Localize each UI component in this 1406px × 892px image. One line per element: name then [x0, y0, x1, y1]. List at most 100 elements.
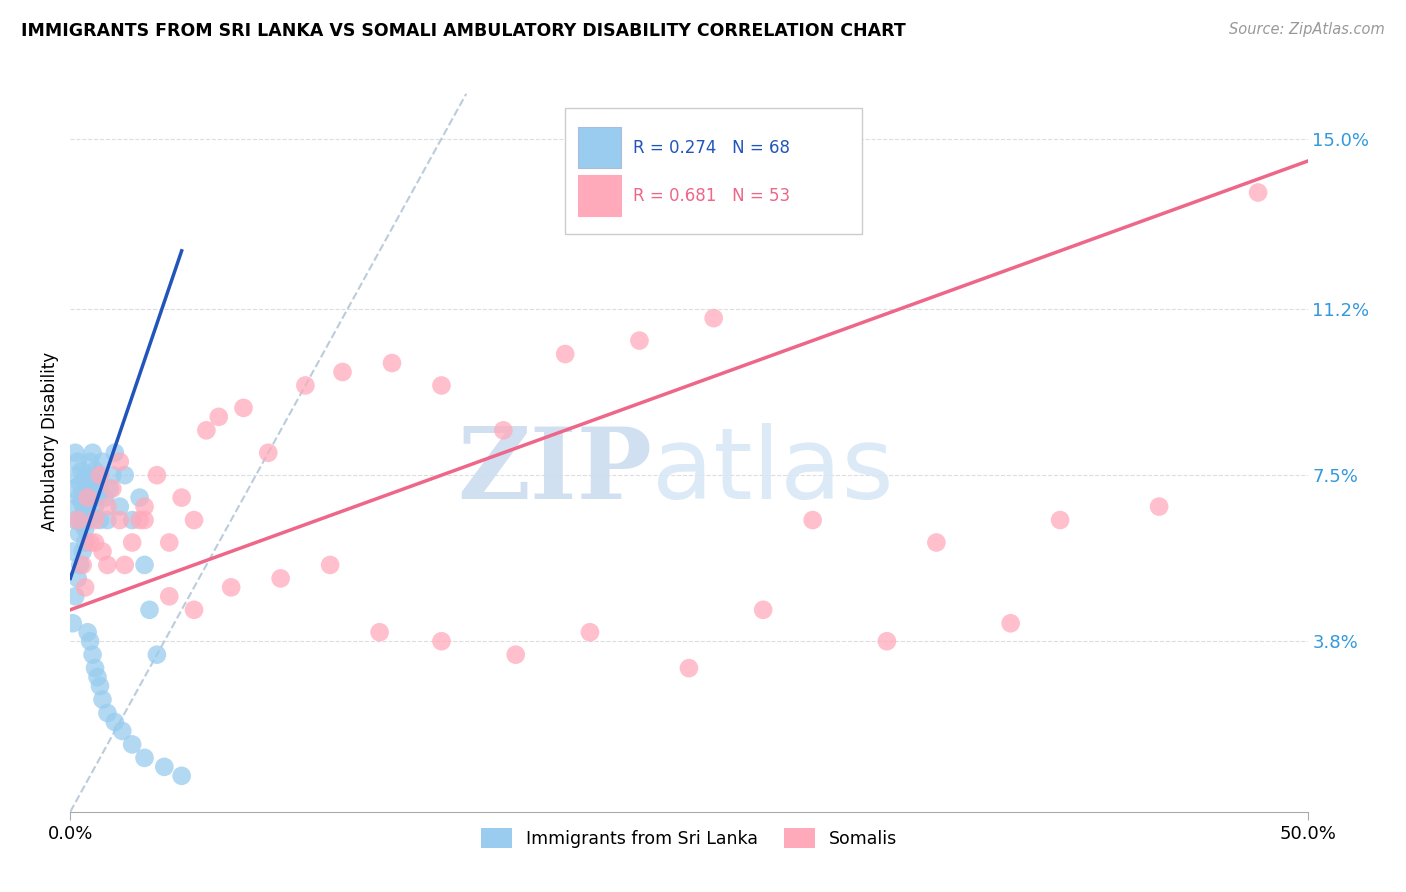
Point: [128, 491, 150, 505]
Point: [170, 769, 193, 783]
Point: [195, 423, 218, 437]
Point: [91, 692, 114, 706]
Point: [76, 491, 98, 505]
Point: [65, 468, 87, 483]
Point: [108, 513, 131, 527]
Legend: Immigrants from Sri Lanka, Somalis: Immigrants from Sri Lanka, Somalis: [474, 821, 904, 855]
Text: atlas: atlas: [652, 423, 893, 520]
Point: [134, 558, 156, 572]
Point: [77, 495, 100, 509]
Point: [73, 504, 96, 518]
Text: IMMIGRANTS FROM SRI LANKA VS SOMALI AMBULATORY DISABILITY CORRELATION CHART: IMMIGRANTS FROM SRI LANKA VS SOMALI AMBU…: [21, 22, 905, 40]
Point: [84, 500, 107, 514]
Point: [96, 558, 118, 572]
Point: [1247, 186, 1270, 200]
Point: [89, 513, 111, 527]
Point: [82, 446, 104, 460]
Y-axis label: Ambulatory Disability: Ambulatory Disability: [41, 352, 59, 531]
Point: [114, 468, 136, 483]
Point: [430, 378, 453, 392]
Text: ZIP: ZIP: [457, 423, 652, 520]
Point: [86, 491, 108, 505]
Point: [86, 670, 108, 684]
Text: R = 0.274   N = 68: R = 0.274 N = 68: [633, 138, 790, 157]
Point: [96, 706, 118, 720]
Point: [134, 500, 156, 514]
Point: [96, 500, 118, 514]
Point: [66, 500, 89, 514]
Point: [430, 634, 453, 648]
Point: [76, 513, 98, 527]
Point: [319, 558, 342, 572]
Point: [75, 500, 97, 514]
Point: [69, 513, 91, 527]
Point: [82, 473, 104, 487]
Point: [232, 401, 254, 415]
Point: [1000, 616, 1022, 631]
Point: [332, 365, 354, 379]
Point: [628, 334, 651, 348]
Point: [183, 603, 205, 617]
Point: [157, 535, 180, 549]
Point: [703, 311, 725, 326]
Point: [104, 714, 127, 729]
Point: [65, 590, 87, 604]
Point: [84, 464, 107, 478]
Point: [84, 513, 107, 527]
Point: [114, 558, 136, 572]
Point: [138, 603, 160, 617]
Point: [678, 661, 700, 675]
Point: [101, 482, 124, 496]
Point: [62, 544, 84, 558]
Point: [101, 468, 124, 483]
Point: [76, 625, 98, 640]
Point: [86, 468, 108, 483]
Text: R = 0.681   N = 53: R = 0.681 N = 53: [633, 186, 790, 205]
Point: [294, 378, 316, 392]
Point: [63, 482, 86, 496]
Point: [75, 522, 97, 536]
Point: [98, 482, 121, 496]
Point: [79, 455, 101, 469]
Point: [89, 482, 111, 496]
Point: [1049, 513, 1071, 527]
Point: [89, 468, 111, 483]
Point: [108, 500, 131, 514]
Point: [183, 513, 205, 527]
Point: [505, 648, 527, 662]
Point: [67, 491, 90, 505]
Point: [134, 513, 156, 527]
Point: [257, 446, 280, 460]
Point: [65, 446, 87, 460]
Point: [579, 625, 602, 640]
Point: [153, 760, 176, 774]
Point: [84, 535, 107, 549]
Point: [91, 455, 114, 469]
Point: [72, 517, 94, 532]
Point: [69, 477, 91, 491]
Point: [82, 648, 104, 662]
Point: [75, 491, 97, 505]
Point: [75, 580, 97, 594]
Text: Source: ZipAtlas.com: Source: ZipAtlas.com: [1229, 22, 1385, 37]
Point: [146, 648, 169, 662]
Point: [66, 513, 89, 527]
Point: [121, 535, 143, 549]
Point: [752, 603, 775, 617]
Point: [270, 571, 292, 585]
Point: [96, 513, 118, 527]
Point: [134, 751, 156, 765]
Point: [70, 495, 93, 509]
Point: [89, 679, 111, 693]
Point: [94, 491, 117, 505]
Point: [62, 616, 84, 631]
Point: [128, 513, 150, 527]
Point: [157, 590, 180, 604]
Point: [208, 409, 231, 424]
FancyBboxPatch shape: [578, 175, 621, 216]
Point: [75, 535, 97, 549]
Point: [66, 455, 89, 469]
Point: [79, 477, 101, 491]
Point: [70, 464, 93, 478]
Point: [925, 535, 948, 549]
